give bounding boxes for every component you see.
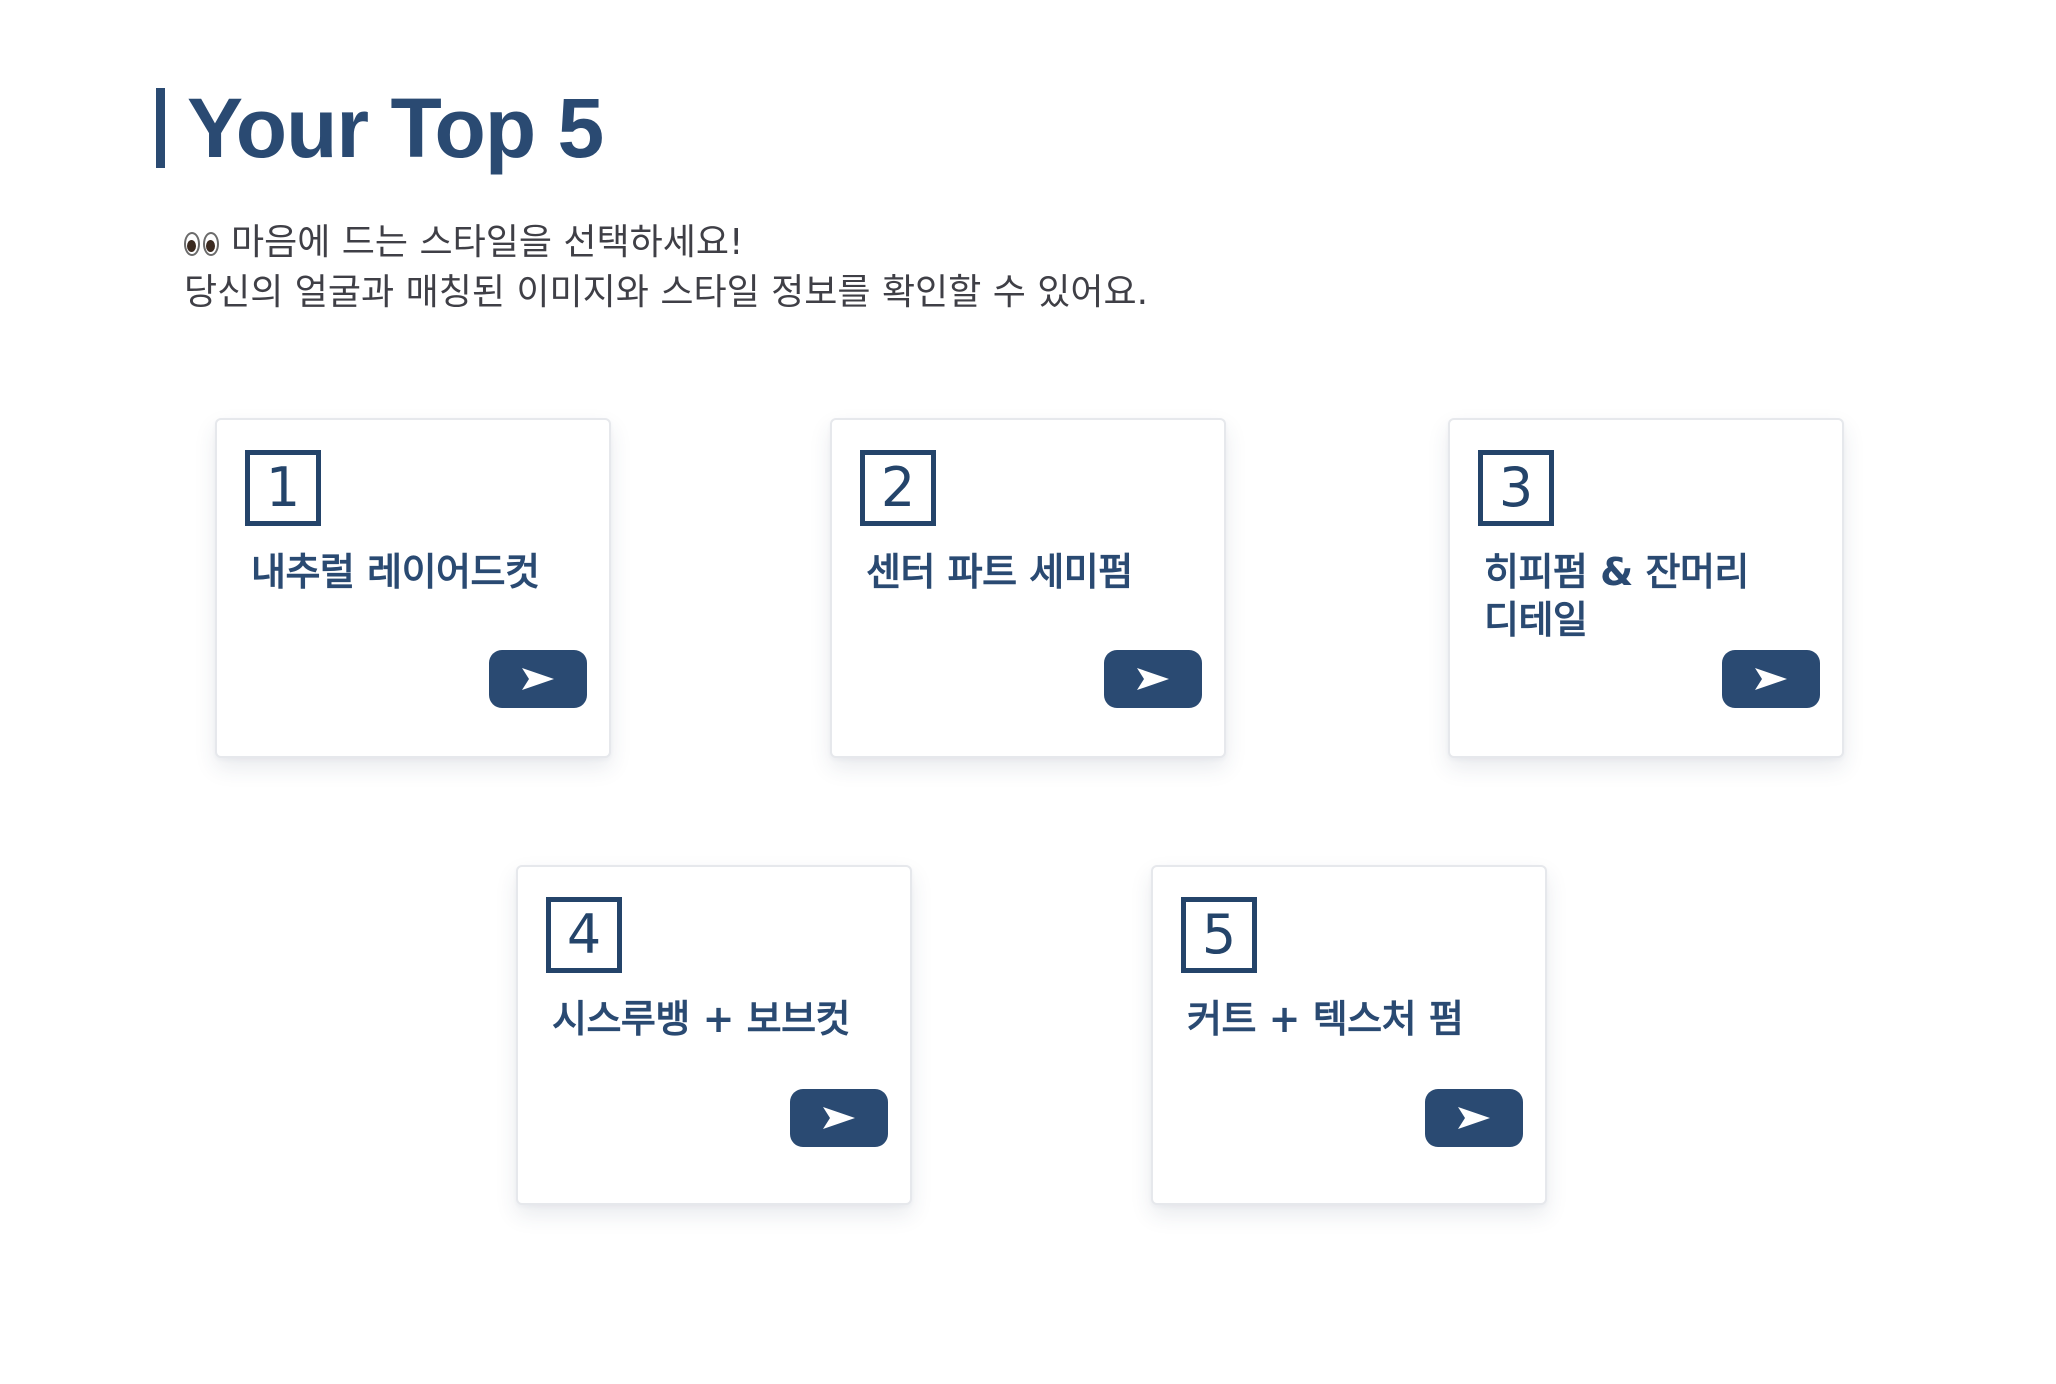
page-header: Your Top 5 — [156, 81, 604, 175]
style-card-4[interactable]: 4 시스루뱅 + 보브컷 — [516, 865, 912, 1205]
style-name: 센터 파트 세미펌 — [866, 550, 1133, 594]
eyes-icon — [184, 232, 219, 256]
send-arrow-icon — [522, 668, 554, 690]
rank-badge: 2 — [860, 450, 936, 526]
rank-badge: 3 — [1478, 450, 1554, 526]
title-accent-bar — [156, 88, 165, 168]
send-arrow-icon — [1755, 668, 1787, 690]
open-style-button[interactable] — [489, 650, 587, 708]
style-card-2[interactable]: 2 센터 파트 세미펌 — [830, 418, 1226, 758]
style-name: 커트 + 텍스처 펌 — [1187, 997, 1464, 1041]
open-style-button[interactable] — [1104, 650, 1202, 708]
style-name: 내추럴 레이어드컷 — [251, 550, 540, 594]
rank-badge: 4 — [546, 897, 622, 973]
style-card-1[interactable]: 1 내추럴 레이어드컷 — [215, 418, 611, 758]
open-style-button[interactable] — [1722, 650, 1820, 708]
send-arrow-icon — [823, 1107, 855, 1129]
description-line-2: 당신의 얼굴과 매칭된 이미지와 스타일 정보를 확인할 수 있어요. — [184, 272, 1149, 313]
rank-badge: 1 — [245, 450, 321, 526]
open-style-button[interactable] — [1425, 1089, 1523, 1147]
page-title: Your Top 5 — [187, 81, 604, 175]
style-card-3[interactable]: 3 히피펌 & 잔머리 디테일 — [1448, 418, 1844, 758]
style-name: 시스루뱅 + 보브컷 — [552, 997, 851, 1041]
open-style-button[interactable] — [790, 1089, 888, 1147]
style-name: 히피펌 & 잔머리 디테일 — [1484, 550, 1749, 642]
send-arrow-icon — [1137, 668, 1169, 690]
rank-badge: 5 — [1181, 897, 1257, 973]
page-description: 마음에 드는 스타일을 선택하세요! 당신의 얼굴과 매칭된 이미지와 스타일 … — [184, 218, 1148, 318]
style-card-5[interactable]: 5 커트 + 텍스처 펌 — [1151, 865, 1547, 1205]
send-arrow-icon — [1458, 1107, 1490, 1129]
description-text-1: 마음에 드는 스타일을 선택하세요! — [231, 222, 744, 263]
description-line-1: 마음에 드는 스타일을 선택하세요! — [184, 218, 1148, 268]
